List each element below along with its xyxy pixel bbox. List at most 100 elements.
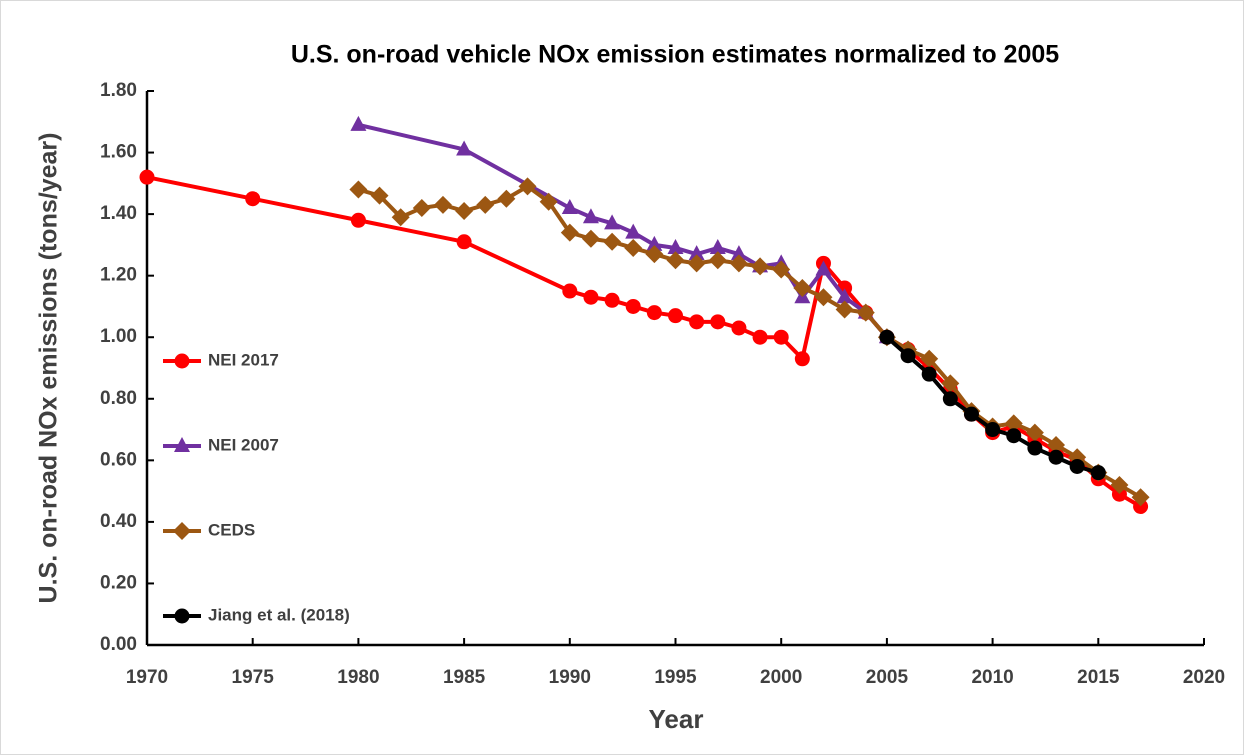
marker — [350, 115, 367, 131]
marker — [1047, 435, 1066, 454]
marker — [173, 522, 191, 540]
x-tick-label: 2015 — [1077, 667, 1120, 688]
marker — [562, 283, 578, 299]
marker — [963, 406, 979, 422]
x-tick-label: 1995 — [654, 667, 697, 688]
marker — [835, 300, 854, 319]
y-tick-label: 1.40 — [100, 203, 137, 224]
marker — [1006, 428, 1022, 444]
x-tick-label: 1980 — [337, 667, 379, 688]
y-tick-label: 1.20 — [100, 265, 137, 286]
marker — [412, 198, 431, 217]
marker — [625, 223, 642, 239]
y-tick-label: 0.80 — [100, 388, 137, 409]
marker — [539, 192, 558, 211]
marker — [456, 140, 473, 156]
marker — [1025, 423, 1044, 442]
marker — [1004, 414, 1023, 433]
marker — [772, 260, 791, 279]
marker — [900, 348, 916, 364]
marker — [668, 308, 683, 324]
legend-label: Jiang et al. (2018) — [208, 605, 350, 624]
legend-label: CEDS — [208, 520, 255, 539]
x-tick-label: 1970 — [126, 667, 168, 688]
y-tick-label: 0.60 — [100, 449, 137, 470]
marker — [1069, 458, 1085, 474]
marker — [729, 254, 748, 273]
marker — [476, 195, 495, 214]
y-tick-label: 1.80 — [100, 80, 137, 101]
marker — [1048, 449, 1064, 465]
marker — [710, 314, 726, 330]
marker — [836, 288, 853, 304]
x-axis-label: Year — [649, 704, 704, 734]
marker — [687, 254, 706, 273]
marker — [646, 235, 663, 251]
marker — [518, 177, 537, 196]
marker — [879, 329, 895, 345]
marker — [1133, 499, 1149, 514]
y-tick-label: 1.60 — [100, 142, 137, 163]
y-tick-label: 0.40 — [100, 511, 137, 532]
marker — [942, 391, 958, 407]
marker — [689, 314, 705, 330]
marker — [455, 202, 474, 221]
marker — [815, 260, 832, 276]
marker — [666, 251, 685, 270]
y-axis-label: U.S. on-road NOx emissions (tons/year) — [35, 133, 63, 604]
marker — [174, 437, 190, 452]
marker — [245, 191, 261, 207]
marker — [1131, 488, 1150, 507]
y-tick-label: 1.00 — [100, 326, 137, 347]
marker — [603, 232, 622, 251]
marker — [1090, 465, 1106, 481]
legend-label: NEI 2017 — [208, 350, 279, 369]
marker — [921, 366, 937, 382]
marker — [920, 349, 939, 368]
marker — [370, 186, 389, 205]
chart-title: U.S. on-road vehicle NOx emission estima… — [291, 41, 1059, 69]
marker — [1027, 440, 1043, 456]
marker — [751, 257, 770, 276]
legend-label: NEI 2007 — [208, 435, 279, 454]
marker — [814, 288, 833, 307]
y-tick-label: 0.00 — [100, 634, 137, 655]
marker — [174, 353, 190, 369]
marker — [581, 229, 600, 248]
marker — [433, 195, 452, 214]
marker — [349, 180, 368, 199]
marker — [856, 303, 875, 322]
marker — [667, 238, 684, 254]
marker — [561, 198, 578, 214]
marker — [391, 208, 410, 227]
marker — [708, 251, 727, 270]
marker — [794, 351, 810, 367]
marker — [793, 278, 812, 297]
x-tick-label: 2020 — [1183, 667, 1225, 688]
marker — [646, 305, 662, 321]
marker — [731, 320, 747, 336]
x-tick-label: 2005 — [866, 667, 909, 688]
marker — [1111, 486, 1127, 502]
x-tick-label: 2010 — [971, 667, 1013, 688]
marker — [497, 189, 516, 208]
series — [879, 329, 1106, 481]
marker — [350, 212, 366, 228]
x-tick-label: 2000 — [760, 667, 802, 688]
marker — [583, 289, 599, 305]
marker — [985, 422, 1001, 438]
marker — [582, 208, 599, 224]
marker — [625, 298, 641, 314]
marker — [730, 245, 747, 261]
marker — [604, 292, 620, 308]
marker — [456, 234, 472, 250]
marker — [604, 214, 621, 230]
marker — [1110, 475, 1129, 494]
marker — [752, 329, 768, 345]
y-tick-label: 0.20 — [100, 572, 137, 593]
marker — [773, 329, 789, 345]
marker — [941, 374, 960, 393]
marker — [174, 608, 190, 624]
